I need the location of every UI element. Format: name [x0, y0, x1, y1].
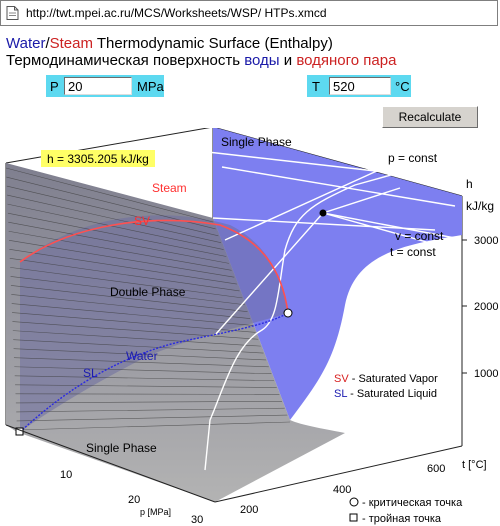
legend-sv: SV - Saturated Vapor [334, 373, 438, 385]
address-bar[interactable]: http://twt.mpei.ac.ru/MCS/Worksheets/WSP… [0, 0, 498, 26]
subtitle-and: и [279, 52, 297, 69]
page-title: Water/Steam Thermodynamic Surface (Entha… [6, 35, 333, 52]
state-point-marker [319, 209, 327, 217]
pressure-label: P [50, 79, 59, 94]
annotation-p-const: p = const [388, 151, 438, 165]
result-text: h = 3305.205 kJ/kg [47, 152, 149, 166]
enthalpy-surface-chart: h = 3305.205 kJ/kg Single Phase Steam SV… [5, 128, 498, 526]
page-subtitle: Термодинамическая поверхность воды и вод… [6, 52, 396, 69]
legend-critical-symbol [349, 497, 359, 507]
isobar-line [5, 167, 214, 223]
isobar-line [15, 384, 277, 388]
isobar-line [16, 414, 288, 422]
isobar-line [16, 421, 291, 431]
legend-triple-symbol [349, 513, 358, 522]
p-axis-title: p [MPa] [140, 507, 171, 517]
legend-sl: SL - Saturated Liquid [334, 388, 437, 400]
document-icon [6, 6, 19, 20]
isobar-line [16, 407, 285, 413]
isobar-line [10, 285, 248, 312]
isobar-line [8, 230, 232, 271]
result-box [41, 150, 155, 167]
temperature-input[interactable] [329, 77, 391, 95]
legend-sv-text: - Saturated Vapor [349, 373, 438, 385]
legend-critical-text: - критическая точка [362, 497, 463, 509]
t-tick-200: 200 [240, 504, 258, 516]
label-water: Water [126, 349, 158, 363]
subtitle-prefix: Термодинамическая поверхность [6, 52, 245, 69]
label-sv: SV [134, 214, 150, 228]
isobar-line [9, 258, 240, 292]
isobar-line [12, 321, 259, 340]
temperature-panel: T °C [307, 75, 411, 97]
isobar-line [7, 194, 222, 243]
legend-sv-key: SV [334, 373, 349, 385]
isobar-line [14, 375, 275, 381]
h-tick-2000: 2000 [474, 301, 498, 313]
t-axis-title: t [°C] [462, 459, 487, 471]
legend-sl-text: - Saturated Liquid [347, 388, 437, 400]
label-single-phase-bottom: Single Phase [86, 441, 157, 455]
p-tick-30: 30 [191, 514, 203, 526]
pressure-unit: MPa [137, 79, 164, 94]
subtitle-water: воды [244, 52, 280, 69]
p-tick-20: 20 [128, 494, 140, 506]
label-double-phase: Double Phase [110, 285, 186, 299]
title-rest: Thermodynamic Surface (Enthalpy) [92, 35, 333, 52]
isobar-line [12, 330, 261, 347]
label-single-phase-top: Single Phase [221, 135, 292, 149]
t-tick-400: 400 [333, 484, 351, 496]
h-tick-1000: 1000 [474, 368, 498, 380]
isobar-line [13, 357, 269, 368]
label-steam: Steam [152, 181, 187, 195]
vapor-surface [213, 128, 462, 420]
legend-sl-key: SL [334, 388, 347, 400]
pressure-input[interactable] [64, 77, 132, 95]
isobar-line [11, 294, 251, 319]
saturated-vapor-line [19, 219, 289, 314]
critical-point-marker [283, 308, 293, 318]
pressure-panel: P MPa [46, 75, 164, 97]
isobar-line [15, 393, 280, 395]
p-tick-10: 10 [60, 469, 72, 481]
title-slash: / [45, 35, 50, 52]
isobar-line [11, 303, 253, 326]
h-axis-title: h [466, 177, 473, 191]
isobar-line [9, 249, 237, 285]
recalculate-button[interactable]: Recalculate [382, 106, 478, 128]
front-axes [5, 424, 463, 503]
isobar-line [15, 401, 283, 404]
h-tick-3000: 3000 [474, 235, 498, 247]
isobar-line [10, 276, 245, 306]
h-axis-tickmarks [462, 239, 467, 374]
temperature-label: T [312, 79, 320, 94]
t-tick-600: 600 [427, 463, 445, 475]
title-steam: Steam [49, 35, 93, 52]
temperature-unit: °C [395, 79, 410, 94]
isobar-line [8, 221, 229, 264]
isobar-line [7, 212, 227, 257]
subtitle-steam: водяного пара [296, 52, 397, 69]
isobar-line [10, 267, 243, 299]
h-axis-unit: kJ/kg [466, 199, 494, 213]
annotation-v-const: v = const [395, 229, 444, 243]
isobar-lines [5, 167, 291, 431]
isobar-line [7, 203, 224, 250]
legend-triple-text: - тройная точка [362, 513, 442, 525]
isobar-line [13, 339, 264, 354]
url-text: http://twt.mpei.ac.ru/MCS/Worksheets/WSP… [26, 6, 327, 20]
annotation-t-const: t = const [390, 245, 436, 259]
label-sl: SL [83, 366, 98, 380]
saturated-liquid-line [19, 312, 289, 433]
title-water: Water [6, 35, 46, 52]
isobar-line [6, 185, 219, 237]
isobar-line [12, 312, 256, 333]
